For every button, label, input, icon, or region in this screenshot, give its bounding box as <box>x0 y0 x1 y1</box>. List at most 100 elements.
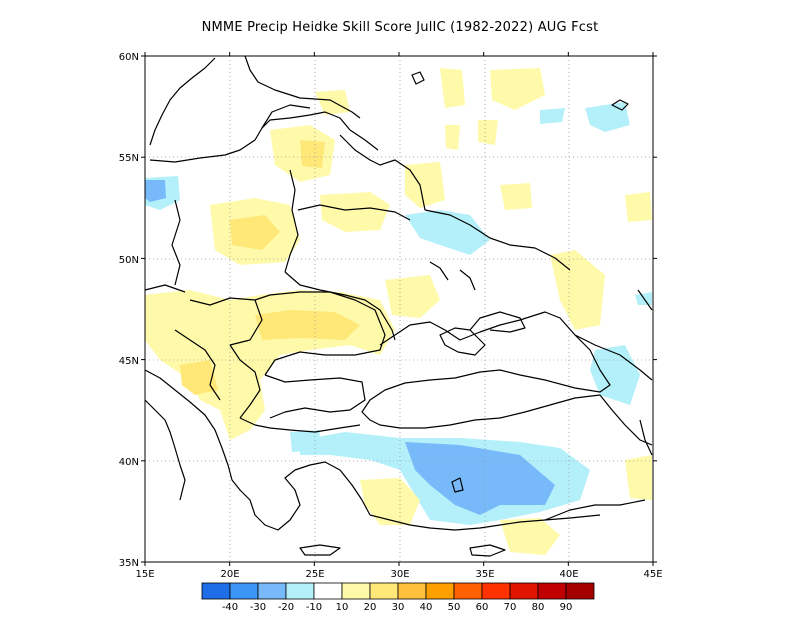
border-austria <box>144 284 186 293</box>
reservoir-don <box>459 269 476 291</box>
lat-tick-label: 40N <box>119 457 139 468</box>
reservoir-dnieper <box>429 261 449 281</box>
border-belarus-south <box>297 204 411 221</box>
border-romania <box>254 291 386 376</box>
lon-tick-label: 35E <box>475 569 494 580</box>
colorbar-label: -30 <box>250 602 266 613</box>
coast-baltic-south <box>149 111 351 163</box>
coast-caspian-2 <box>639 419 653 456</box>
lat-tick-labels: 60N 55N 50N 45N 40N 35N <box>119 52 139 569</box>
shade-ukraine-yellow-3 <box>385 275 440 318</box>
colorbar-label: 60 <box>476 602 489 613</box>
lon-tick-labels: 15E 20E 25E 30E 35E 40E 45E <box>135 569 662 580</box>
shade-west-blue-core <box>145 180 166 202</box>
colorbar-swatch <box>397 582 427 600</box>
shade-north-yellow-4 <box>445 125 460 150</box>
shade-turkey-yellow <box>360 478 420 525</box>
lat-tick-label: 60N <box>119 52 139 63</box>
border-turkey-east <box>599 394 653 446</box>
coast-azov <box>469 311 526 333</box>
border-turkey-syria <box>544 499 646 521</box>
coast-finland <box>244 55 361 119</box>
coast-italy <box>144 399 186 501</box>
colorbar-label: -20 <box>278 602 294 613</box>
shade-ukraine-yellow <box>320 192 390 232</box>
shade-turkey-yellow-2 <box>500 518 560 555</box>
colorbar-swatch <box>481 582 511 600</box>
colorbar <box>201 582 595 600</box>
lon-tick-label: 20E <box>220 569 239 580</box>
colorbar-swatch <box>257 582 287 600</box>
colorbar-label: 90 <box>560 602 573 613</box>
shade-russia-yellow <box>550 250 605 330</box>
lat-tick-label: 35N <box>119 558 139 569</box>
lon-tick-label: 15E <box>135 569 154 580</box>
coast-adriatic <box>144 369 233 481</box>
coast-cyprus <box>469 544 506 557</box>
coast-gulf-riga <box>261 104 311 129</box>
colorbar-label: 40 <box>420 602 433 613</box>
border-belarus-east <box>339 134 426 211</box>
colorbar-swatch <box>509 582 539 600</box>
shade-turkey-blue-core <box>405 442 555 515</box>
colorbar-labels: -40 -30 -20 -10 10 20 30 40 50 60 70 80 … <box>222 602 573 613</box>
shade-north-yellow-2 <box>490 68 545 110</box>
colorbar-swatch <box>201 582 231 600</box>
shade-russia-blue-2 <box>585 102 630 132</box>
lon-tick-label: 45E <box>643 569 662 580</box>
shade-serbia-yellow-core <box>180 360 218 395</box>
shade-russia-yellow-3 <box>625 192 652 222</box>
colorbar-swatch <box>341 582 371 600</box>
map-title: NMME Precip Heidke Skill Score JulIC (19… <box>201 20 599 35</box>
coast-caspian <box>637 289 653 311</box>
border-ukraine-south <box>284 271 396 341</box>
lake-volga-island <box>611 99 629 111</box>
axis-ticks <box>141 52 657 566</box>
lat-tick-label: 50N <box>119 255 139 266</box>
lat-tick-label: 45N <box>119 356 139 367</box>
shade-north-yellow-3 <box>478 120 498 145</box>
border-serbia <box>229 344 261 419</box>
coast-turkey-south <box>369 514 601 531</box>
shade-ukraine-yellow-2 <box>405 162 445 208</box>
lon-tick-label: 40E <box>559 569 578 580</box>
colorbar-label: -10 <box>306 602 322 613</box>
border-balkans-inner <box>174 329 221 401</box>
colorbar-swatch <box>229 582 259 600</box>
lon-tick-label: 30E <box>390 569 409 580</box>
shade-poland-yellow-core <box>230 215 280 250</box>
coast-sweden <box>149 57 216 146</box>
border-caucasus <box>574 334 653 381</box>
shade-russia-blue <box>540 108 565 124</box>
colorbar-label: 50 <box>448 602 461 613</box>
shade-romania-yellow-core <box>255 310 360 340</box>
shade-italy-yellow <box>145 300 175 340</box>
border-poland-west <box>171 199 181 286</box>
colorbar-swatch <box>453 582 483 600</box>
colorbar-swatch <box>285 582 315 600</box>
coast-greece <box>231 461 326 531</box>
colorbar-swatch <box>425 582 455 600</box>
skill-shading <box>145 68 652 555</box>
coast-aegean <box>324 461 371 516</box>
colorbar-label: 80 <box>532 602 545 613</box>
lake-tuz <box>451 477 464 493</box>
colorbar-label: 30 <box>392 602 405 613</box>
coastlines-borders <box>144 55 653 557</box>
shade-belarus-yellow-core <box>300 140 325 168</box>
lon-tick-label: 25E <box>305 569 324 580</box>
colorbar-label: 10 <box>336 602 349 613</box>
border-russia-baltic <box>349 129 379 151</box>
colorbar-swatch <box>565 582 595 600</box>
lake-ladoga <box>411 71 425 85</box>
coast-crete <box>299 544 341 556</box>
colorbar-swatch <box>369 582 399 600</box>
colorbar-label: 70 <box>504 602 517 613</box>
shade-greece-blue <box>290 430 320 452</box>
lat-lon-grid <box>145 56 653 562</box>
shade-ukraine-blue <box>405 210 490 255</box>
coast-crimea <box>439 327 486 356</box>
colorbar-label: -40 <box>222 602 238 613</box>
colorbar-swatch <box>313 582 343 600</box>
lat-tick-label: 55N <box>119 153 139 164</box>
